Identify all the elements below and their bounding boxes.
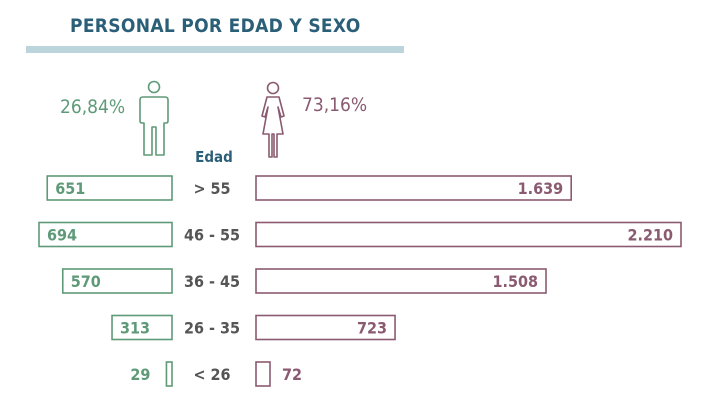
male-bar	[111, 314, 173, 341]
male-bar	[61, 268, 173, 294]
man-figure-icon	[139, 80, 169, 156]
female-value-label: 72	[282, 365, 302, 384]
woman-figure-icon	[261, 81, 285, 158]
male-value-label: 694	[47, 226, 77, 245]
female-value-label: 1.639	[518, 179, 564, 198]
female-bar	[255, 221, 682, 248]
age-category-label: < 26	[193, 365, 230, 384]
female-value-label: 723	[357, 319, 387, 338]
female-percentage: 73,16%	[302, 94, 368, 116]
male-value-label: 570	[71, 272, 101, 291]
female-bar	[255, 361, 271, 387]
female-bar	[255, 268, 547, 294]
age-category-label: 26 - 35	[184, 319, 240, 338]
male-value-label: 651	[55, 179, 85, 198]
male-bar	[46, 175, 173, 201]
age-category-label: 46 - 55	[184, 226, 240, 245]
female-value-label: 2.210	[627, 226, 673, 245]
male-percentage: 26,84%	[60, 96, 126, 118]
female-bar	[255, 314, 396, 341]
age-axis-label: Edad	[195, 148, 233, 166]
age-category-label: 36 - 45	[184, 272, 240, 291]
male-bar	[38, 221, 173, 248]
male-bar	[165, 361, 173, 387]
title-underline	[26, 46, 404, 53]
chart-title: PERSONAL POR EDAD Y SEXO	[70, 15, 361, 37]
male-value-label: 29	[130, 365, 150, 384]
male-value-label: 313	[120, 319, 150, 338]
female-value-label: 1.508	[492, 272, 538, 291]
age-category-label: > 55	[193, 179, 230, 198]
female-bar	[255, 175, 572, 201]
